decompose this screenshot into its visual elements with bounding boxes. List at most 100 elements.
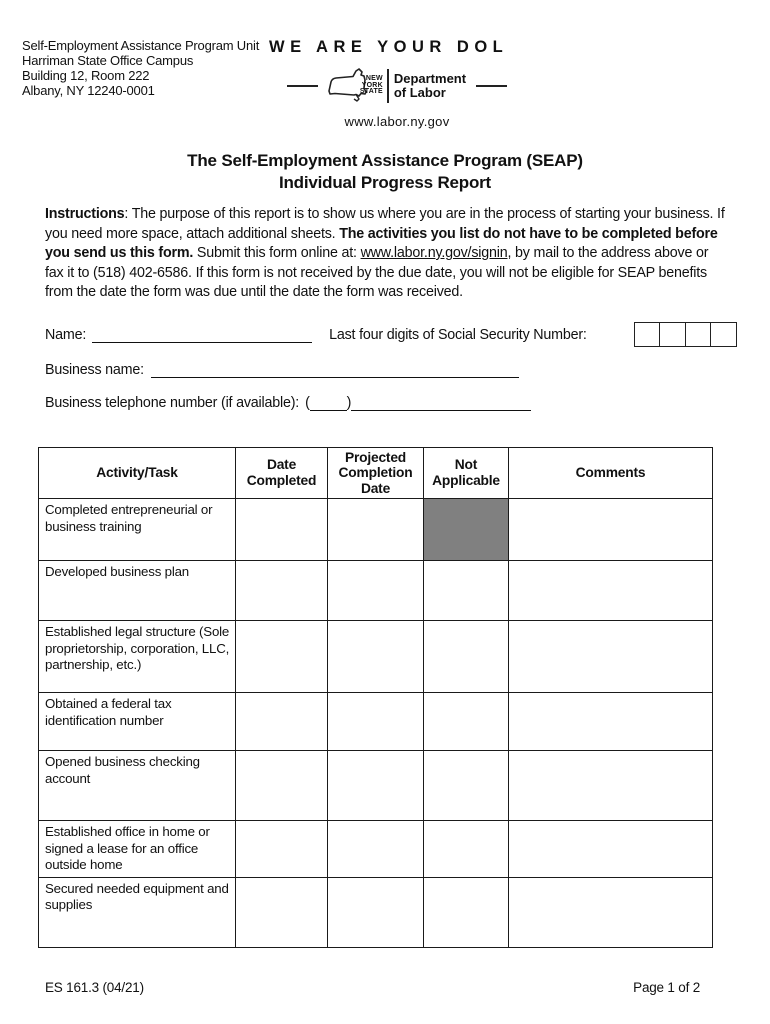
activity-cell: Obtained a federal tax identification nu… (38, 692, 236, 751)
ssn-digit-box[interactable] (634, 322, 662, 347)
activity-cell: Developed business plan (38, 560, 236, 621)
col-header-date-completed: Date Completed (235, 446, 328, 499)
table-row: Developed business plan (38, 560, 713, 621)
logo-right-rule (476, 85, 508, 87)
business-name-input-line[interactable] (150, 361, 519, 378)
comments-cell[interactable] (508, 560, 713, 621)
instructions-text: : The purpose of this report is to show … (45, 206, 725, 242)
comments-cell[interactable] (508, 750, 713, 821)
agency-address: Self-Employment Assistance Program Unit … (22, 38, 272, 129)
instructions-text: , by mail to the address above or fax it… (45, 245, 709, 300)
business-name-row: Business name: (45, 357, 737, 383)
ssn-digit-box[interactable] (684, 322, 712, 347)
comments-cell[interactable] (508, 692, 713, 751)
instructions-bold-text: The activities you list do not have to b… (45, 225, 718, 262)
signin-link: www.labor.ny.gov/signin (360, 245, 508, 261)
ny-state-label: NEW YORK STATE (360, 76, 383, 96)
instructions-text: Submit this form online at: (193, 245, 361, 261)
projected-date-cell[interactable] (327, 750, 424, 821)
address-line: Self-Employment Assistance Program Unit (22, 38, 260, 53)
activity-cell: Completed entrepreneurial or business tr… (38, 498, 236, 561)
comments-cell[interactable] (508, 498, 713, 561)
dol-logo: NEW YORK STATE Department of Labor (272, 65, 522, 107)
phone-open-paren: ( (305, 394, 310, 411)
date-completed-cell[interactable] (235, 620, 328, 693)
date-completed-cell[interactable] (235, 560, 328, 621)
not-applicable-cell[interactable] (423, 876, 509, 948)
business-phone-row: Business telephone number (if available)… (45, 390, 737, 416)
fill-in-fields: Name: Last four digits of Social Securit… (45, 322, 737, 416)
address-line: Harriman State Office Campus (22, 53, 194, 68)
projected-date-cell[interactable] (327, 620, 424, 693)
date-completed-cell[interactable] (235, 876, 328, 948)
form-title-line1: The Self-Employment Assistance Program (… (187, 151, 583, 170)
name-label: Name: (45, 326, 87, 343)
comments-cell[interactable] (508, 620, 713, 693)
business-name-label: Business name: (45, 361, 144, 378)
ssn-label: Last four digits of Social Security Numb… (329, 326, 587, 343)
form-title-line2: Individual Progress Report (278, 173, 492, 192)
logo-left-rule (286, 85, 318, 87)
table-row: Established legal structure (Sole propri… (38, 620, 713, 693)
not-applicable-cell[interactable] (423, 620, 509, 693)
ssn-digit-box[interactable] (710, 322, 737, 347)
projected-date-cell[interactable] (327, 498, 424, 561)
table-header-row: Activity/Task Date Completed Projected C… (38, 446, 713, 499)
dol-website: www.labor.ny.gov (344, 114, 450, 129)
ny-state-icon (328, 68, 367, 102)
address-line: Building 12, Room 222 (22, 68, 150, 83)
date-completed-cell[interactable] (235, 692, 328, 751)
dol-brand: WE ARE YOUR DOL NEW YORK STATE Departmen… (269, 38, 522, 129)
table-row: Obtained a federal tax identification nu… (38, 692, 713, 751)
ny-state-label-line: NEW (365, 75, 383, 83)
date-completed-cell[interactable] (235, 820, 328, 878)
ssn-boxes (634, 322, 737, 347)
comments-cell[interactable] (508, 876, 713, 948)
date-completed-cell[interactable] (235, 750, 328, 821)
projected-date-cell[interactable] (327, 820, 424, 878)
not-applicable-cell[interactable] (423, 750, 509, 821)
table-row: Opened business checking account (38, 750, 713, 821)
activity-cell: Secured needed equipment and supplies (38, 876, 236, 948)
not-applicable-cell[interactable] (423, 820, 509, 878)
col-header-activity: Activity/Task (38, 446, 236, 499)
page-number: Page 1 of 2 (633, 980, 700, 995)
projected-date-cell[interactable] (327, 876, 424, 948)
department-label: Department of Labor (394, 72, 466, 100)
ny-state-label-line: STATE (359, 88, 383, 96)
not-applicable-cell[interactable] (423, 560, 509, 621)
form-title: The Self-Employment Assistance Program (… (0, 150, 770, 194)
activity-cell: Established legal structure (Sole propri… (38, 620, 236, 693)
not-applicable-cell (423, 498, 509, 561)
department-label-line: Department (393, 71, 467, 86)
activity-cell: Opened business checking account (38, 750, 236, 821)
table-row: Completed entrepreneurial or business tr… (38, 498, 713, 561)
col-header-not-applicable: Not Applicable (423, 446, 509, 499)
dol-slogan: WE ARE YOUR DOL (269, 38, 509, 56)
logo-divider (386, 69, 389, 103)
progress-table: Activity/Task Date Completed Projected C… (38, 446, 713, 948)
business-phone-label: Business telephone number (if available)… (45, 394, 300, 411)
department-label-line: of Labor (393, 85, 446, 100)
ny-state-label-line: YORK (361, 81, 383, 89)
ssn-digit-box[interactable] (659, 322, 687, 347)
col-header-projected-date: Projected Completion Date (327, 446, 424, 499)
form-header: Self-Employment Assistance Program Unit … (0, 0, 770, 129)
date-completed-cell[interactable] (235, 498, 328, 561)
form-number: ES 161.3 (04/21) (45, 980, 144, 995)
comments-cell[interactable] (508, 820, 713, 878)
col-header-comments: Comments (508, 446, 713, 499)
area-code-input-line[interactable] (309, 394, 347, 411)
address-line: Albany, NY 12240-0001 (22, 83, 155, 98)
phone-input-line[interactable] (351, 394, 532, 411)
activity-cell: Established office in home or signed a l… (38, 820, 236, 878)
instructions-label: Instructions (45, 206, 125, 222)
table-row: Secured needed equipment and supplies (38, 876, 713, 948)
form-footer: ES 161.3 (04/21) Page 1 of 2 (45, 980, 700, 995)
phone-close-paren: ) (346, 394, 352, 411)
projected-date-cell[interactable] (327, 560, 424, 621)
name-input-line[interactable] (92, 326, 313, 343)
projected-date-cell[interactable] (327, 692, 424, 751)
table-row: Established office in home or signed a l… (38, 820, 713, 878)
not-applicable-cell[interactable] (423, 692, 509, 751)
